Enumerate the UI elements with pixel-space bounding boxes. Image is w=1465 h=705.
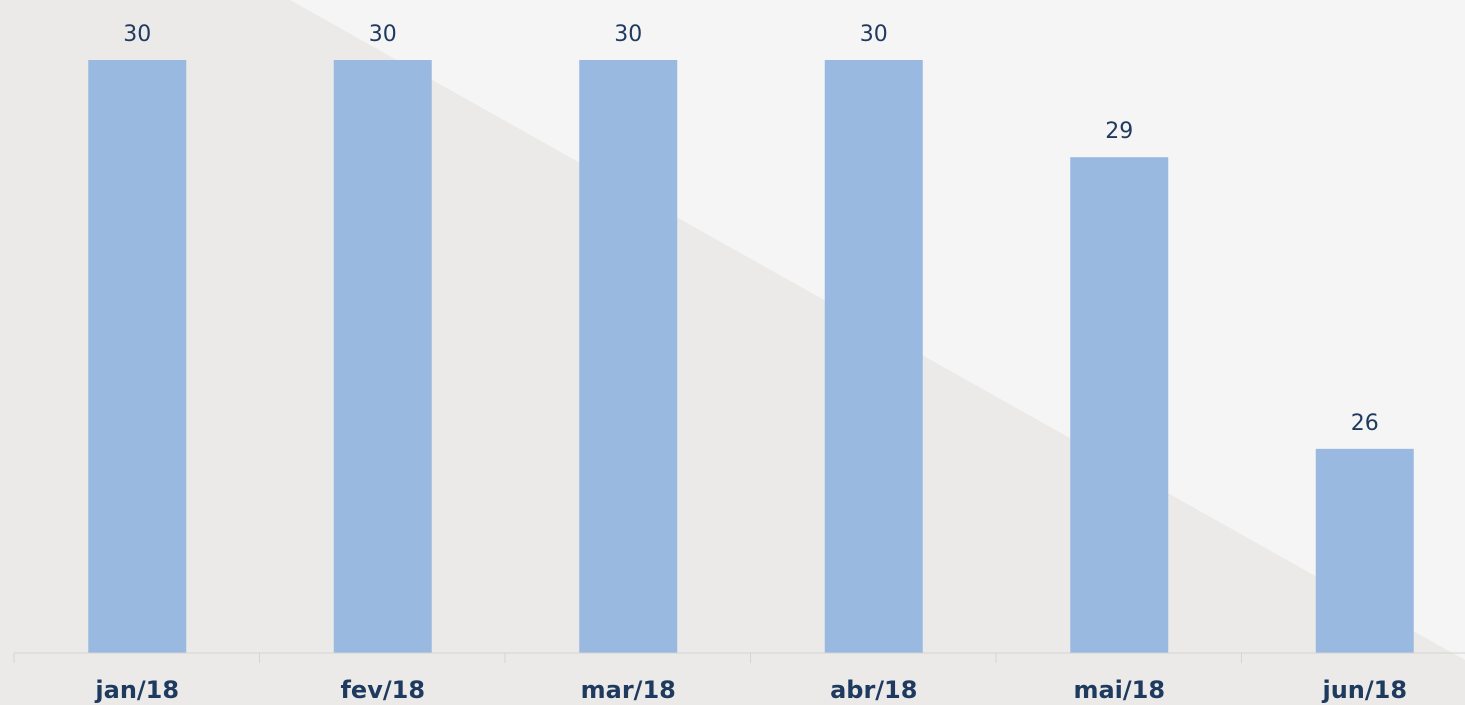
bar-fev-18 xyxy=(333,60,432,653)
value-label-mai-18: 29 xyxy=(1105,119,1133,144)
bar-jan-18 xyxy=(88,60,187,653)
x-tick-label-fev-18: fev/18 xyxy=(340,676,425,704)
bars-layer xyxy=(88,60,1414,653)
bar-mar-18 xyxy=(579,60,678,653)
x-tick-label-abr-18: abr/18 xyxy=(830,676,917,704)
x-tick-label-mai-18: mai/18 xyxy=(1073,676,1165,704)
bar-mai-18 xyxy=(1070,157,1169,653)
x-tick-label-mar-18: mar/18 xyxy=(581,676,676,704)
bar-jun-18 xyxy=(1315,448,1414,653)
value-label-mar-18: 30 xyxy=(614,22,642,47)
x-tick-label-jan-18: jan/18 xyxy=(94,676,179,704)
value-label-fev-18: 30 xyxy=(369,22,397,47)
x-axis-ticks-layer: jan/18 fev/18 mar/18 abr/18 mai/18 jun/18 xyxy=(13,653,1407,704)
value-label-abr-18: 30 xyxy=(860,22,888,47)
value-label-jun-18: 26 xyxy=(1351,411,1379,436)
bar-abr-18 xyxy=(824,60,923,653)
value-labels-layer: 30 30 30 30 29 26 xyxy=(123,22,1379,436)
x-tick-label-jun-18: jun/18 xyxy=(1321,676,1407,704)
value-label-jan-18: 30 xyxy=(123,22,151,47)
